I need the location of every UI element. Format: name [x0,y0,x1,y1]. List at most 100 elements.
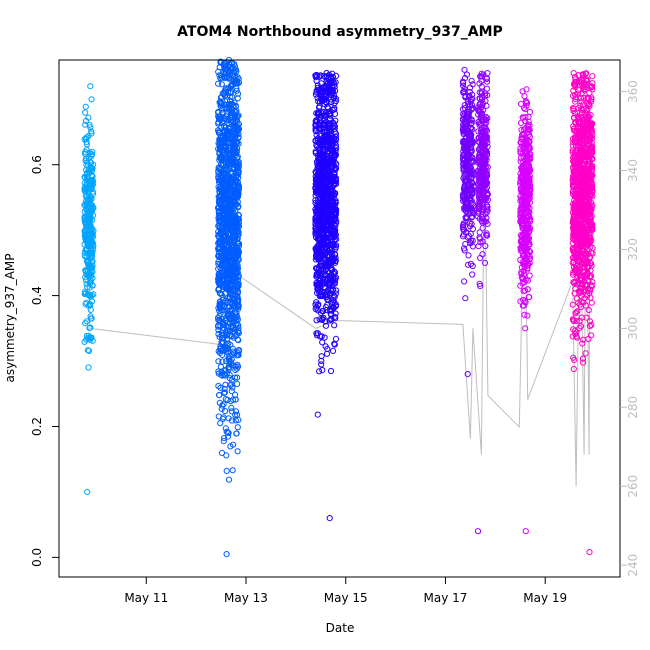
data-point [218,266,225,273]
data-point [521,244,529,251]
data-point [324,301,331,309]
cluster-6 [517,86,534,535]
data-point [523,144,530,151]
data-point [326,120,333,127]
data-point [225,101,232,108]
data-point [224,181,231,188]
data-point [233,365,240,372]
data-point [85,257,92,264]
data-point [476,120,483,127]
data-point [231,350,238,357]
data-point [477,114,484,121]
data-point [477,144,484,152]
chart-title: ATOM4 Northbound asymmetry_937_AMP [177,24,503,40]
data-point [332,166,339,173]
data-point [82,150,89,157]
x-tick-label: May 15 [324,591,368,605]
data-point [469,262,476,270]
data-point [82,121,89,128]
data-point [216,179,223,186]
data-point [219,243,226,250]
data-point [522,528,529,535]
data-point [575,299,582,306]
y-tick-label: 0.0 [30,548,44,567]
data-point [313,110,320,117]
data-point [322,263,329,270]
data-point [315,301,322,308]
data-point [319,339,326,346]
data-point [312,185,319,192]
data-point [462,202,469,209]
data-point [462,204,469,212]
y-tick-label: 0.6 [30,155,44,174]
data-point [320,227,327,234]
data-point [468,158,475,165]
data-point [224,214,231,221]
data-point [577,275,585,282]
data-point [321,284,328,291]
cluster-7 [569,70,596,556]
data-point [323,141,331,148]
data-point [466,160,473,167]
data-point [220,247,228,254]
data-point [230,173,237,180]
data-point [233,331,240,338]
data-point [315,256,323,263]
data-point [469,81,476,88]
data-point [332,335,340,342]
data-point [225,101,233,108]
data-point [221,176,229,183]
data-point [216,399,223,406]
data-point [324,205,331,212]
data-point [85,270,92,277]
data-point [217,420,224,427]
data-point [468,205,475,212]
data-point [312,176,320,183]
data-point [235,337,242,344]
data-point [325,211,332,219]
data-point [525,118,532,126]
y2-tick-label: 320 [626,238,640,261]
data-point [320,223,327,230]
data-point [461,66,468,73]
data-point [315,265,322,272]
data-point [228,216,235,223]
data-point [235,75,242,82]
y2-tick-label: 340 [626,159,640,182]
data-point [479,238,486,245]
data-point [517,100,525,108]
data-point [329,140,336,147]
data-point [463,71,470,78]
data-point [86,121,93,128]
data-point [460,89,467,96]
data-point [228,101,235,108]
data-point [570,87,577,94]
data-point [221,385,228,393]
data-point [224,248,231,255]
data-point [580,359,587,366]
data-point [462,295,469,302]
data-point [483,75,490,83]
data-point [316,125,323,132]
data-point [87,315,95,322]
data-point [330,82,337,89]
y2-tick-label: 360 [626,80,640,103]
data-point [235,416,242,423]
data-point [320,252,327,259]
data-point [331,105,338,112]
data-point [317,152,324,159]
data-point [314,289,321,297]
data-point [460,115,467,122]
data-point [229,328,237,335]
data-point [325,227,332,234]
data-point [483,78,491,85]
data-point [466,136,473,143]
data-point [328,231,335,238]
data-point [569,301,576,308]
data-point [313,118,320,126]
data-point [477,186,484,193]
data-point [572,98,579,105]
data-point [321,147,328,154]
data-point [226,371,233,379]
data-point [218,371,225,378]
